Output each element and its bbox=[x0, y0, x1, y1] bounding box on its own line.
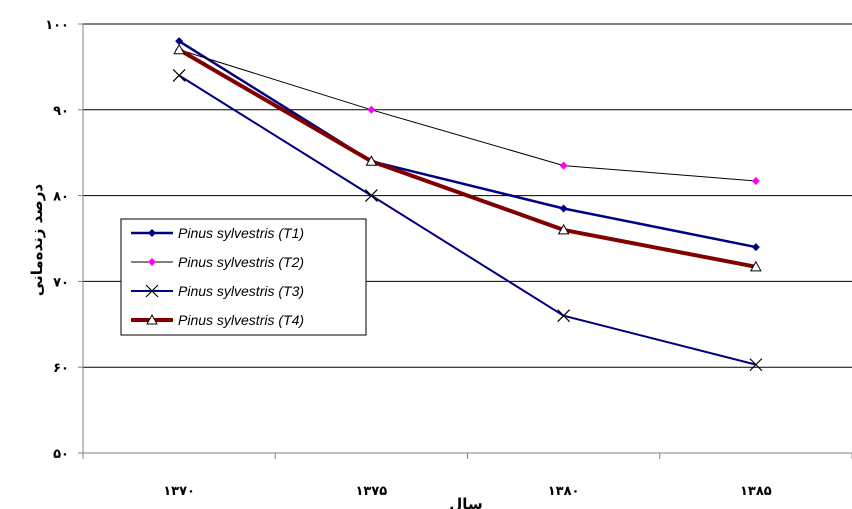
data-point bbox=[751, 177, 760, 186]
data-point bbox=[175, 37, 184, 46]
data-point bbox=[557, 309, 571, 323]
legend-entry: Pinus sylvestris (T2) bbox=[131, 254, 304, 270]
legend-marker bbox=[148, 258, 156, 266]
legend-marker bbox=[148, 229, 156, 237]
data-point bbox=[751, 243, 760, 252]
y-axis-ticks: ۵۰ ۶۰ ۷۰ ۸۰ ۹۰ ۱۰۰ bbox=[45, 18, 83, 462]
x-tick-label: ۱۳۷۵ bbox=[356, 484, 388, 499]
x-axis-ticks: ۱۳۷۰ ۱۳۷۵ ۱۳۸۰ ۱۳۸۵ bbox=[82, 453, 852, 499]
legend-label: Pinus sylvestris (T1) bbox=[178, 225, 304, 241]
y-tick-label: ۵۰ bbox=[53, 447, 69, 462]
legend-box bbox=[120, 218, 367, 336]
y-tick-label: ۶۰ bbox=[53, 361, 69, 376]
legend-marker bbox=[145, 284, 159, 298]
data-point bbox=[364, 189, 378, 203]
legend-label: Pinus sylvestris (T4) bbox=[178, 312, 304, 328]
series-line bbox=[178, 40, 757, 249]
legend-entry: Pinus sylvestris (T3) bbox=[131, 283, 304, 299]
data-point bbox=[367, 105, 376, 114]
legend: Pinus sylvestris (T1) Pinus sylvestris (T… bbox=[120, 218, 367, 336]
legend-label: Pinus sylvestris (T3) bbox=[178, 283, 304, 299]
series-t4 bbox=[173, 43, 762, 272]
series-line bbox=[178, 74, 757, 366]
x-tick-label: ۱۳۷۰ bbox=[163, 484, 195, 499]
data-point bbox=[559, 204, 568, 213]
data-point bbox=[172, 69, 186, 82]
data-point bbox=[559, 161, 568, 170]
data-point bbox=[750, 260, 762, 272]
data-point bbox=[557, 223, 570, 235]
series-t2 bbox=[175, 45, 760, 186]
x-tick-label: ۱۳۸۰ bbox=[548, 484, 580, 499]
y-tick-label: ۸۰ bbox=[53, 190, 69, 205]
legend-label: Pinus sylvestris (T2) bbox=[178, 254, 304, 270]
y-axis-title: درصد زنده‌مانی bbox=[28, 184, 46, 297]
legend-entry: Pinus sylvestris (T4) bbox=[131, 312, 304, 328]
data-point bbox=[749, 358, 763, 372]
legend-entry: Pinus sylvestris (T1) bbox=[131, 225, 304, 241]
series-t3 bbox=[172, 69, 763, 372]
y-tick-label: ۹۰ bbox=[53, 104, 69, 119]
data-point bbox=[173, 43, 185, 55]
series-line bbox=[178, 49, 756, 182]
y-tick-label: ۷۰ bbox=[53, 275, 69, 290]
y-tick-label: ۱۰۰ bbox=[45, 18, 69, 33]
legend-marker bbox=[146, 313, 158, 325]
series-layer bbox=[172, 37, 763, 372]
x-axis-title: سال bbox=[449, 495, 482, 509]
data-point bbox=[365, 155, 378, 166]
x-tick-label: ۱۳۸۵ bbox=[740, 484, 772, 499]
series-line bbox=[178, 48, 757, 269]
